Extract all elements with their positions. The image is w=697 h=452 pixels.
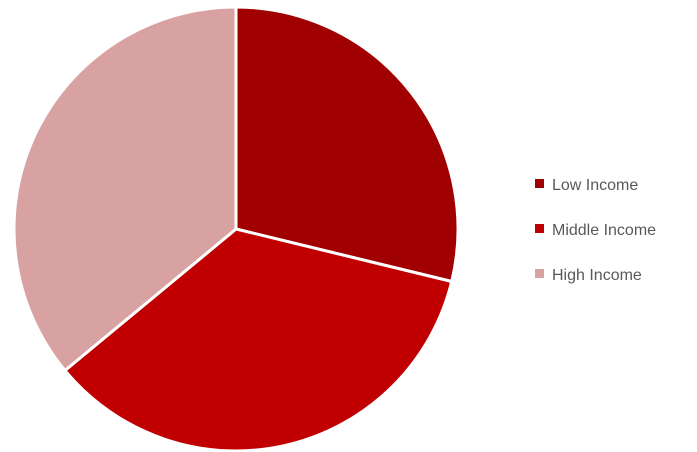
legend-label-high-income: High Income <box>552 267 642 284</box>
legend-swatch-low-income <box>535 179 544 188</box>
pie-slice-low-income <box>234 5 460 283</box>
pie-slice-high-income <box>12 5 238 373</box>
pie-slices <box>12 5 460 452</box>
legend-item-middle-income: Middle Income <box>535 222 656 239</box>
legend: Low Income Middle Income High Income <box>535 177 656 284</box>
legend-label-middle-income: Middle Income <box>552 222 656 239</box>
pie-slice-middle-income <box>63 227 454 452</box>
legend-swatch-high-income <box>535 269 544 278</box>
legend-swatch-middle-income <box>535 224 544 233</box>
legend-label-low-income: Low Income <box>552 177 638 194</box>
legend-item-low-income: Low Income <box>535 177 638 194</box>
legend-item-high-income: High Income <box>535 267 642 284</box>
